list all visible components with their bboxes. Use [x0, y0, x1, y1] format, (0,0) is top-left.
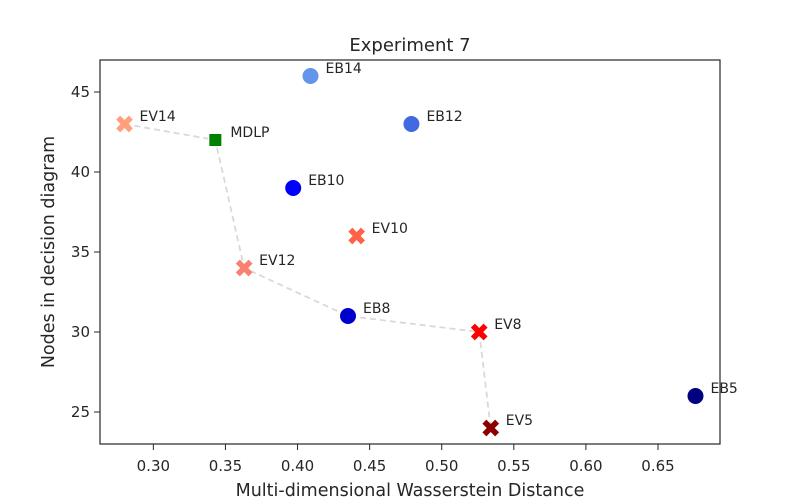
point-label-eb14: EB14 [326, 61, 362, 77]
chart-title: Experiment 7 [349, 35, 470, 56]
y-tick-label: 25 [71, 403, 90, 421]
point-label-ev10: EV10 [372, 221, 408, 237]
point-ev12 [235, 259, 253, 277]
y-tick-label: 40 [71, 163, 90, 181]
point-mdlp [208, 133, 223, 147]
point-eb10 [284, 179, 303, 197]
point-ev5 [482, 419, 500, 437]
point-eb8 [339, 307, 357, 325]
x-tick-label: 0.35 [209, 457, 242, 475]
y-tick-label: 30 [71, 323, 90, 341]
point-eb12 [402, 115, 421, 133]
x-tick-label: 0.40 [281, 457, 314, 475]
x-tick-label: 0.30 [137, 457, 170, 475]
point-ev14 [116, 115, 133, 133]
y-tick-label: 45 [71, 83, 90, 101]
point-label-ev14: EV14 [140, 109, 176, 125]
point-label-ev12: EV12 [259, 253, 295, 269]
point-label-mdlp: MDLP [230, 125, 269, 141]
x-tick-label: 0.50 [425, 457, 458, 475]
x-tick-label: 0.45 [353, 457, 386, 475]
point-label-eb5: EB5 [710, 381, 737, 397]
x-tick-label: 0.60 [569, 457, 602, 475]
point-labels-layer: EB14 EV14 EB12 MDLP EB10 EV10 EV12 EB8 EV8 EB5 EV5 [140, 61, 738, 429]
x-tick-label: 0.55 [497, 457, 530, 475]
x-tick-label: 0.65 [641, 457, 674, 475]
point-eb14 [301, 67, 320, 85]
x-axis-label: Multi-dimensional Wasserstein Distance [236, 481, 585, 500]
y-axis-ticks: 25 30 35 40 45 [71, 83, 100, 421]
point-label-ev5: EV5 [506, 413, 533, 429]
x-axis-ticks: 0.30 0.35 0.40 0.45 0.50 0.55 0.60 0.65 [137, 444, 675, 475]
point-label-eb12: EB12 [426, 109, 462, 125]
point-label-ev8: EV8 [494, 317, 521, 333]
pareto-frontier-layer [124, 123, 492, 429]
y-axis-label: Nodes in decision diagram [39, 136, 59, 368]
y-tick-label: 35 [71, 243, 90, 261]
frontier-line [124, 123, 492, 429]
point-eb5 [686, 387, 705, 405]
point-label-eb8: EB8 [363, 301, 390, 317]
points-layer [116, 67, 705, 437]
point-ev10 [348, 227, 365, 245]
point-label-eb10: EB10 [308, 173, 344, 189]
point-ev8 [470, 323, 488, 341]
